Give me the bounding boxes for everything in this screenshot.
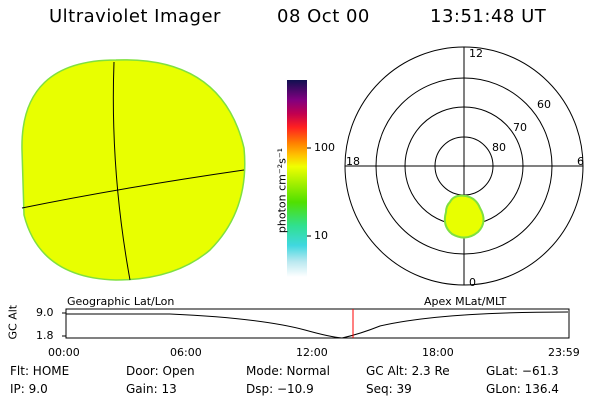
- altitude-curve: [66, 311, 569, 339]
- longitude-line: [112, 61, 131, 281]
- timeline-y-high: 9.0: [36, 306, 54, 319]
- instrument-title: Ultraviolet Imager: [49, 6, 221, 27]
- timeline-x-tick: 06:00: [170, 346, 202, 359]
- timeline-x-tick: 23:59: [548, 346, 580, 359]
- colorbar: [287, 80, 307, 277]
- header-date: 08 Oct 00: [277, 6, 370, 27]
- timeline-y-label: GC Alt: [6, 304, 20, 340]
- geographic-image: [21, 59, 246, 281]
- info-ip: IP: 9.0: [10, 382, 48, 396]
- mlt-label-18: 18: [346, 155, 360, 168]
- lat-label-60: 60: [537, 98, 551, 111]
- geographic-panel-label: Geographic Lat/Lon: [67, 295, 175, 308]
- colorbar-tick-10: 10: [314, 229, 328, 242]
- info-flt: Flt: HOME: [10, 364, 70, 378]
- info-glat: GLat: −61.3: [486, 364, 559, 378]
- color-scale: [287, 80, 311, 277]
- apex-panel-label: Apex MLat/MLT: [424, 295, 507, 308]
- lat-label-70: 70: [513, 121, 527, 134]
- info-gc-alt: GC Alt: 2.3 Re: [366, 364, 450, 378]
- timeline-x-tick: 18:00: [422, 346, 454, 359]
- info-gain: Gain: 13: [126, 382, 177, 396]
- header-time: 13:51:48 UT: [430, 6, 547, 27]
- info-dsp: Dsp: −10.9: [246, 382, 314, 396]
- mlt-label-0: 0: [469, 276, 476, 289]
- timeline-frame: [65, 308, 570, 339]
- colorbar-unit-label: photon cm⁻²s⁻¹: [275, 147, 289, 234]
- info-seq: Seq: 39: [366, 382, 412, 396]
- colorbar-tick-100: 100: [314, 141, 335, 154]
- info-mode: Mode: Normal: [246, 364, 330, 378]
- timeline-x-tick: 00:00: [48, 346, 80, 359]
- mlt-label-12: 12: [469, 47, 483, 60]
- lat-label-80: 80: [492, 141, 506, 154]
- timeline-y-low: 1.8: [36, 329, 54, 342]
- timeline-plot: [62, 308, 570, 339]
- mlt-label-6: 6: [577, 155, 584, 168]
- earth-disk: [21, 59, 246, 281]
- latitude-line: [21, 169, 245, 209]
- timeline-x-tick: 12:00: [296, 346, 328, 359]
- polar-plot: [344, 46, 584, 286]
- auroral-emission: [443, 194, 485, 239]
- info-glon: GLon: 136.4: [486, 382, 559, 396]
- info-door: Door: Open: [126, 364, 195, 378]
